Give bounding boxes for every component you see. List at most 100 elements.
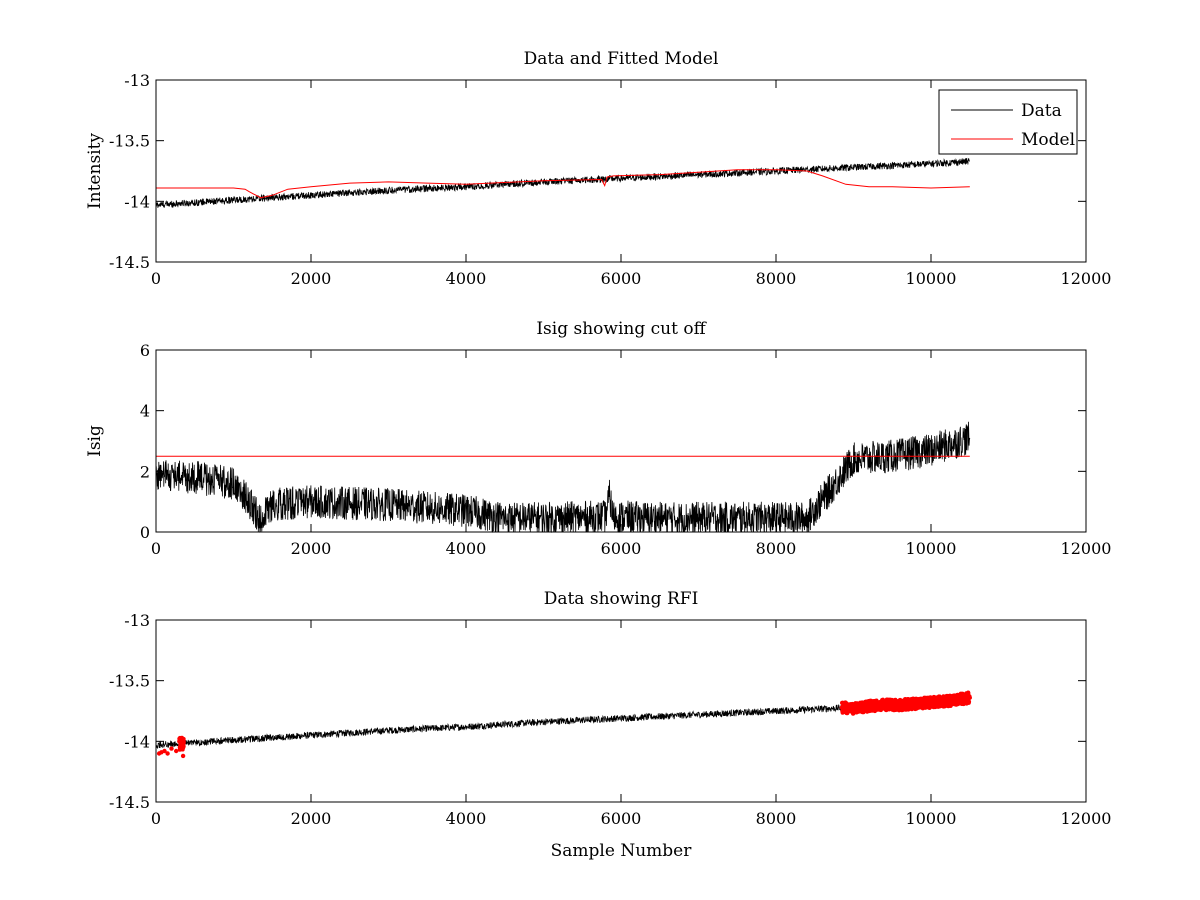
rfi-point	[840, 709, 845, 714]
chart-title: Data and Fitted Model	[524, 49, 719, 69]
x-tick-label: 2000	[291, 539, 332, 558]
series-data-line	[155, 157, 971, 208]
x-tick-label: 0	[151, 269, 161, 288]
x-tick-label: 8000	[756, 809, 797, 828]
x-axis-label: Sample Number	[551, 841, 693, 861]
x-tick-label: 10000	[906, 269, 957, 288]
chart-2: 0 2000 4000 6000 8000 10000 12000 0 2 4 6 Isig show…	[85, 319, 1111, 558]
series-model-line	[156, 169, 970, 199]
rfi-point	[855, 702, 860, 707]
x-tick-label: 6000	[601, 539, 642, 558]
rfi-point	[937, 694, 942, 699]
rfi-point	[948, 704, 953, 708]
rfi-point	[943, 700, 948, 705]
rfi-point	[911, 697, 916, 702]
y-tick-label: -14	[124, 192, 150, 211]
rfi-point	[892, 705, 897, 709]
legend-box	[938, 89, 1078, 155]
y-tick-label: -14.5	[109, 793, 150, 812]
rfi-point	[960, 700, 965, 705]
rfi-point	[840, 705, 845, 710]
chart-1: 0 2000 4000 6000 8000 10000 12000 -13 -13.5 -14 -1…	[85, 49, 1111, 288]
rfi-point	[933, 705, 938, 710]
rfi-point	[845, 710, 850, 715]
rfi-point	[888, 697, 893, 702]
rfi-point	[869, 704, 874, 709]
rfi-point	[848, 702, 853, 707]
x-tick-label: 0	[151, 809, 161, 828]
y-tick-label: 0	[140, 523, 150, 542]
rfi-point	[180, 743, 185, 748]
rfi-point	[932, 695, 937, 700]
y-tick-label: -14.5	[109, 253, 150, 272]
x-tick-label: 8000	[756, 269, 797, 288]
x-tick-label: 10000	[906, 539, 957, 558]
chart-title: Isig showing cut off	[536, 319, 707, 339]
chart-title: Data showing RFI	[544, 589, 699, 609]
rfi-point	[851, 710, 856, 715]
x-tick-label: 0	[151, 539, 161, 558]
rfi-point	[912, 704, 917, 709]
x-tick-label: 4000	[446, 539, 487, 558]
rfi-point	[868, 698, 873, 703]
rfi-point	[169, 746, 174, 751]
rfi-point	[905, 697, 910, 702]
rfi-point	[898, 702, 903, 707]
x-tick-label: 2000	[291, 269, 332, 288]
rfi-point	[873, 702, 878, 707]
rfi-point	[964, 692, 969, 697]
x-tick-label: 4000	[446, 269, 487, 288]
rfi-point	[846, 707, 851, 712]
rfi-point	[893, 700, 898, 705]
rfi-point	[859, 704, 863, 709]
rfi-point	[181, 739, 186, 744]
x-tick-label: 10000	[906, 809, 957, 828]
y-tick-label: -13.5	[109, 132, 150, 151]
rfi-point	[951, 696, 956, 701]
rfi-point	[928, 695, 933, 700]
rfi-point	[956, 693, 961, 698]
legend-label: Model	[1021, 130, 1075, 150]
series-isig-line	[155, 421, 971, 533]
legend-label: Data	[1021, 101, 1062, 121]
y-tick-label: -13	[124, 611, 150, 630]
rfi-point	[885, 697, 890, 702]
rfi-point	[918, 703, 923, 707]
rfi-point	[926, 705, 931, 710]
y-tick-label: 4	[140, 402, 150, 421]
rfi-point	[177, 736, 182, 741]
y-tick-label: -14	[124, 732, 150, 751]
rfi-point	[180, 753, 186, 759]
rfi-point	[921, 697, 926, 702]
y-tick-label: 2	[140, 462, 150, 481]
x-tick-label: 12000	[1061, 539, 1112, 558]
y-tick-label: -13	[124, 71, 150, 90]
rfi-point	[904, 700, 909, 705]
x-tick-label: 12000	[1061, 809, 1112, 828]
y-tick-label: 6	[140, 341, 150, 360]
axes-box	[155, 619, 1087, 803]
rfi-point	[879, 700, 884, 705]
rfi-point	[866, 703, 871, 708]
rfi-point	[855, 710, 860, 715]
rfi-point	[174, 748, 179, 754]
rfi-point	[951, 700, 956, 704]
x-tick-label: 6000	[601, 809, 642, 828]
x-tick-label: 6000	[601, 269, 642, 288]
rfi-point	[928, 701, 933, 706]
y-axis-label: Isig	[85, 425, 105, 457]
rfi-point	[878, 707, 883, 712]
series-data-line	[155, 698, 971, 750]
rfi-point	[165, 751, 170, 756]
rfi-point	[863, 701, 868, 706]
rfi-point	[890, 701, 895, 706]
rfi-point	[843, 701, 847, 706]
rfi-point	[923, 705, 928, 710]
x-tick-label: 2000	[291, 809, 332, 828]
x-tick-label: 12000	[1061, 269, 1112, 288]
rfi-point	[874, 706, 879, 711]
legend: Data Model	[938, 89, 1078, 155]
rfi-point	[935, 700, 940, 705]
y-axis-label: Intensity	[85, 133, 105, 209]
